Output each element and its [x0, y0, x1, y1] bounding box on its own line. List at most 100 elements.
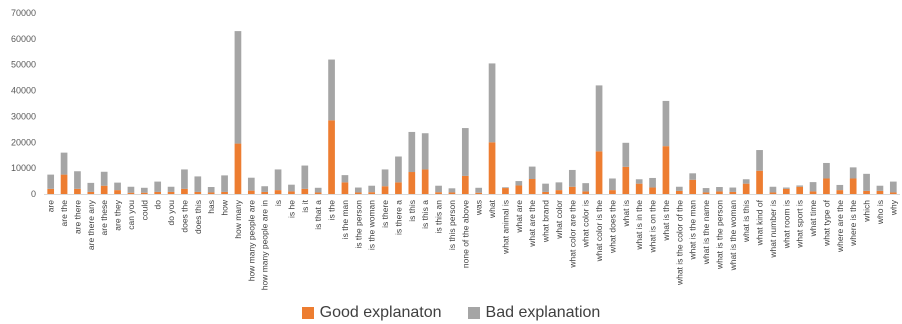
category-label: what are: [514, 200, 524, 234]
bar-segment-bad: [475, 187, 483, 193]
category-label: what does the: [607, 200, 617, 254]
bar-segment-bad: [74, 171, 81, 189]
category-label: what: [487, 199, 497, 219]
bar-segment-good: [154, 191, 162, 194]
bar-segment-good: [756, 170, 763, 194]
bar-segment-bad: [582, 183, 590, 192]
bar-segment-good: [889, 192, 897, 194]
bar-segment-bad: [542, 183, 549, 192]
category-label: how many people are in: [260, 200, 270, 291]
category-label: what color are the: [567, 200, 577, 269]
bar-segment-bad: [461, 128, 469, 176]
bar-segment-bad: [381, 169, 389, 187]
bar-segment-good: [408, 172, 416, 194]
bar-segment-bad: [114, 182, 121, 191]
bar-segment-good: [87, 191, 95, 194]
category-label: what is the color of the: [674, 200, 684, 286]
category-label: what kind of: [755, 199, 765, 246]
bar-segment-bad: [515, 181, 523, 186]
bar-segment-good: [314, 192, 322, 194]
category-label: what is: [621, 200, 631, 227]
bar-segment-good: [595, 151, 603, 194]
bar-segment-good: [140, 192, 148, 194]
bar-segment-good: [662, 146, 670, 194]
bar-segment-bad: [328, 59, 335, 121]
bar-segment-good: [448, 192, 456, 194]
bar-segment-bad: [702, 188, 710, 193]
bar-segment-good: [528, 179, 536, 194]
category-label: what number is: [768, 200, 778, 259]
category-label: how many: [233, 199, 243, 238]
category-label: where is the: [848, 200, 858, 247]
bar-segment-good: [796, 186, 804, 194]
bar-segment-bad: [729, 187, 737, 192]
category-label: what is the person: [714, 200, 724, 270]
category-label: what color is: [581, 200, 591, 248]
category-label: is this person: [447, 200, 457, 250]
legend-label-good: Good explanaton: [319, 304, 442, 321]
bar-segment-good: [247, 190, 255, 194]
bar-segment-bad: [127, 186, 135, 193]
bar-segment-good: [221, 191, 228, 194]
category-label: what is in the: [634, 200, 644, 251]
bar-segment-bad: [207, 187, 215, 193]
y-tick-label: 0: [31, 189, 36, 199]
category-label: what color is the: [594, 200, 604, 263]
bar-segment-good: [876, 190, 884, 194]
category-label: is it: [300, 199, 310, 212]
bar-segment-good: [716, 191, 723, 194]
bar-segment-bad: [435, 185, 442, 193]
bar-segment-bad: [675, 186, 683, 191]
category-label: which: [862, 200, 872, 223]
category-label: is this: [407, 200, 417, 222]
category-label: is: [273, 200, 283, 206]
bar-segment-bad: [87, 182, 95, 192]
y-tick-label: 40000: [11, 86, 36, 96]
y-tick-label: 50000: [11, 60, 36, 70]
bar-segment-good: [729, 191, 737, 194]
bar-segment-good: [100, 185, 108, 194]
bar-segment-good: [234, 143, 242, 194]
bar-segment-bad: [849, 167, 857, 179]
legend-item-bad: Bad explanation: [467, 304, 601, 322]
bar-segment-good: [742, 183, 750, 194]
bar-segment-bad: [100, 171, 108, 186]
legend-label-bad: Bad explanation: [485, 304, 601, 321]
bar-segment-bad: [167, 186, 175, 192]
bar-segment-good: [582, 191, 590, 194]
bar-segment-bad: [261, 186, 269, 192]
category-label: do: [153, 200, 163, 210]
category-label: what is on the: [648, 200, 658, 254]
bar-segment-good: [354, 192, 362, 194]
bar-segment-bad: [742, 179, 750, 184]
bar-segment-bad: [756, 150, 763, 171]
bar-segment-good: [809, 191, 817, 194]
bar-segment-good: [274, 190, 282, 194]
category-label: how: [220, 199, 230, 215]
bar-segment-good: [74, 188, 81, 194]
category-label: can you: [126, 200, 136, 230]
bar-segment-bad: [649, 177, 656, 188]
bar-segment-bad: [314, 187, 322, 193]
bar-segment-bad: [408, 131, 416, 173]
bar-segment-bad: [555, 182, 563, 191]
bar-segment-bad: [60, 152, 68, 175]
bar-segment-bad: [502, 187, 509, 189]
bar-segment-good: [395, 182, 402, 194]
category-label: do you: [166, 200, 176, 226]
bar-segment-bad: [635, 179, 643, 184]
category-label: are there: [72, 200, 82, 234]
bar-segment-bad: [836, 184, 844, 191]
bar-segment-good: [261, 191, 269, 194]
bar-segment-bad: [823, 162, 830, 179]
category-label: has: [206, 200, 216, 214]
bar-segment-good: [515, 185, 523, 194]
bar-segment-bad: [622, 142, 630, 167]
y-tick-label: 30000: [11, 111, 36, 121]
bar-segment-bad: [288, 184, 295, 192]
category-label: what brand: [541, 200, 551, 243]
bar-segment-good: [181, 188, 188, 194]
bar-segment-good: [568, 186, 576, 194]
bar-segment-good: [649, 187, 656, 194]
